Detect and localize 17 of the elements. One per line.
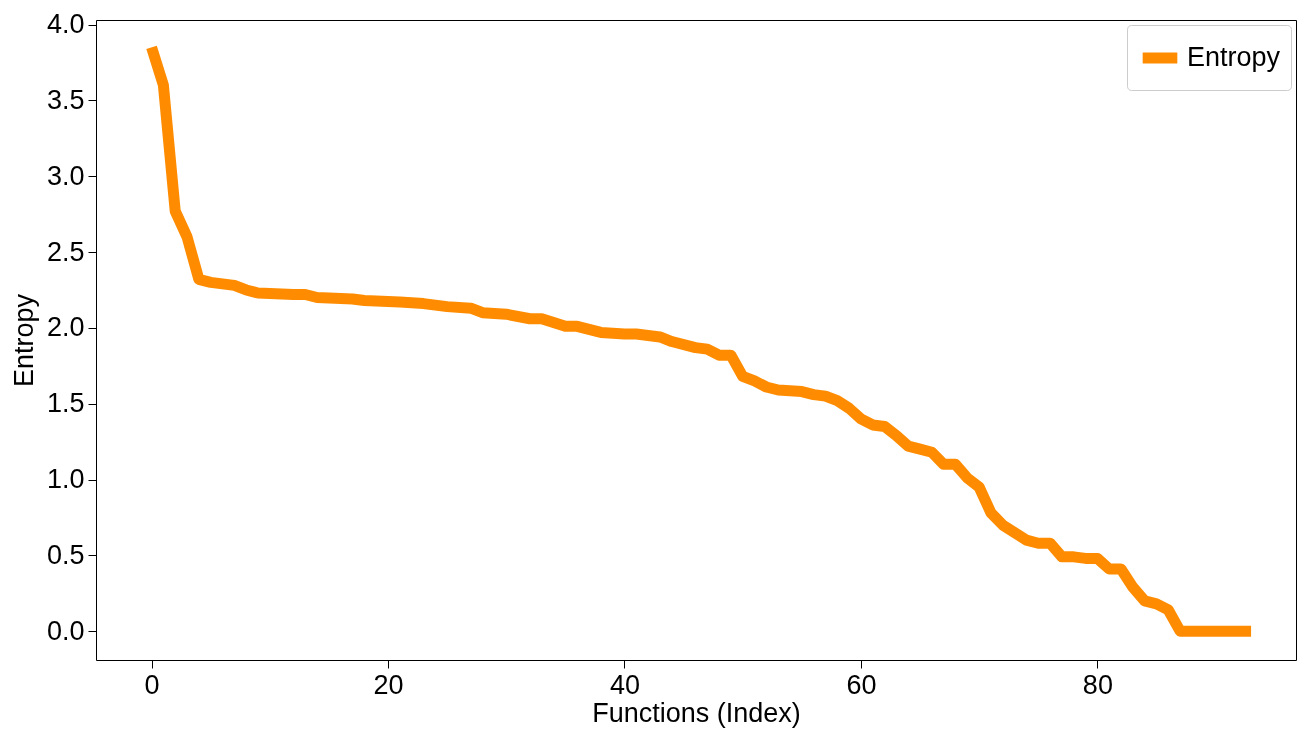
x-axis-title: Functions (Index) <box>592 697 801 728</box>
y-tick-label: 1.0 <box>46 464 85 495</box>
x-tick-label: 0 <box>144 669 160 700</box>
x-tick-label: 60 <box>846 669 877 700</box>
y-tick-label: 3.5 <box>46 84 85 115</box>
y-tick-label: 0.5 <box>46 539 85 570</box>
y-tick-label: 2.0 <box>46 312 85 343</box>
y-axis-title: Entropy <box>8 293 39 388</box>
y-tick-label: 4.0 <box>46 9 85 40</box>
y-tick-label: 1.5 <box>46 388 85 419</box>
y-tick-label: 3.0 <box>46 160 85 191</box>
x-tick-label: 20 <box>373 669 404 700</box>
y-tick-label: 0.0 <box>46 615 85 646</box>
x-tick-label: 80 <box>1082 669 1113 700</box>
y-tick-label: 2.5 <box>46 236 85 267</box>
legend-label: Entropy <box>1187 42 1281 72</box>
x-tick-label: 40 <box>609 669 640 700</box>
